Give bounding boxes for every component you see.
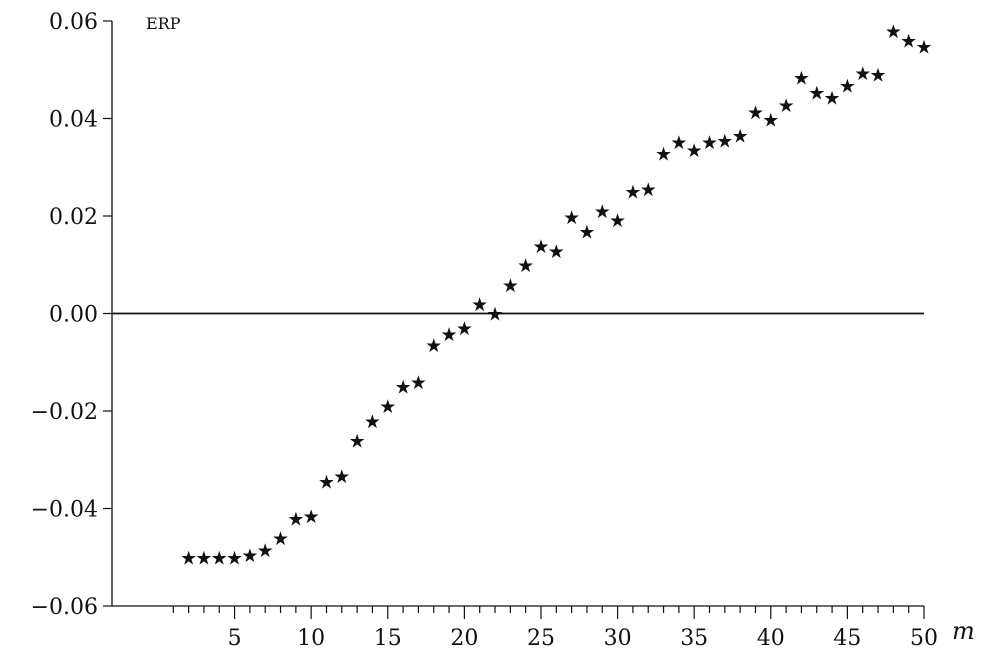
data-point-star: ★ <box>670 132 687 154</box>
series-label: ERP <box>146 14 181 33</box>
data-point-star: ★ <box>747 102 764 124</box>
data-point-star: ★ <box>563 207 580 229</box>
y-tick-label: −0.06 <box>31 595 98 620</box>
data-point-star: ★ <box>532 236 549 258</box>
data-point-star: ★ <box>609 210 626 232</box>
data-point-star: ★ <box>395 377 412 399</box>
x-tick-label: 20 <box>450 626 478 651</box>
data-point-star: ★ <box>241 545 258 567</box>
data-point-star: ★ <box>180 547 197 569</box>
data-point-star: ★ <box>870 65 887 87</box>
data-point-star: ★ <box>686 140 703 162</box>
data-point-star: ★ <box>701 132 718 154</box>
data-point-star: ★ <box>594 201 611 223</box>
data-point-star: ★ <box>272 528 289 550</box>
y-tick-label: 0.06 <box>49 10 98 35</box>
data-point-star: ★ <box>655 144 672 166</box>
data-point-star: ★ <box>333 466 350 488</box>
data-point-star: ★ <box>578 222 595 244</box>
x-axis-title: m <box>952 617 975 645</box>
data-point-star: ★ <box>778 95 795 117</box>
data-point-star: ★ <box>885 21 902 43</box>
data-point-star: ★ <box>410 372 427 394</box>
data-point-star: ★ <box>303 506 320 528</box>
data-point-star: ★ <box>318 472 335 494</box>
data-point-star: ★ <box>732 126 749 148</box>
data-point-star: ★ <box>900 31 917 53</box>
x-ticks: 5 10 15 20 25 30 35 40 45 50 <box>172 606 938 651</box>
data-point-star: ★ <box>425 335 442 357</box>
x-tick-label: 35 <box>680 626 708 651</box>
data-point-star: ★ <box>624 182 641 204</box>
data-point-star: ★ <box>915 36 932 58</box>
y-tick-label: −0.04 <box>31 498 98 523</box>
x-tick-label: 5 <box>228 626 242 651</box>
data-point-star: ★ <box>548 241 565 263</box>
data-point-star: ★ <box>502 275 519 297</box>
x-tick-label: 15 <box>374 626 402 651</box>
y-tick-label: −0.02 <box>31 400 98 425</box>
axes <box>111 21 924 607</box>
data-point-star: ★ <box>195 547 212 569</box>
data-point-star: ★ <box>640 179 657 201</box>
data-point-star: ★ <box>486 304 503 326</box>
data-point-star: ★ <box>456 318 473 340</box>
x-tick-label: 10 <box>297 626 325 651</box>
data-point-star: ★ <box>762 109 779 131</box>
y-tick-label: 0.00 <box>49 303 98 328</box>
data-point-star: ★ <box>211 547 228 569</box>
data-point-star: ★ <box>854 63 871 85</box>
x-tick-label: 30 <box>604 626 632 651</box>
data-point-star: ★ <box>824 88 841 110</box>
data-point-star: ★ <box>471 294 488 316</box>
y-ticks: 0.06 0.04 0.02 0.00 −0.02 −0.04 −0.06 <box>31 10 112 620</box>
y-tick-label: 0.02 <box>49 205 98 230</box>
data-point-star: ★ <box>226 547 243 569</box>
data-point-star: ★ <box>364 411 381 433</box>
data-point-star: ★ <box>441 324 458 346</box>
data-points: ★★★★★★★★★★★★★★★★★★★★★★★★★★★★★★★★★★★★★★★★… <box>180 21 932 570</box>
data-point-star: ★ <box>839 75 856 97</box>
y-tick-label: 0.04 <box>49 108 98 133</box>
x-tick-label: 50 <box>910 626 938 651</box>
data-point-star: ★ <box>287 508 304 530</box>
x-tick-label: 45 <box>833 626 861 651</box>
data-point-star: ★ <box>379 396 396 418</box>
data-point-star: ★ <box>716 130 733 152</box>
data-point-star: ★ <box>793 68 810 90</box>
x-tick-label: 25 <box>527 626 555 651</box>
data-point-star: ★ <box>257 540 274 562</box>
data-point-star: ★ <box>349 430 366 452</box>
x-tick-label: 40 <box>757 626 785 651</box>
data-point-star: ★ <box>517 255 534 277</box>
data-point-star: ★ <box>808 83 825 105</box>
